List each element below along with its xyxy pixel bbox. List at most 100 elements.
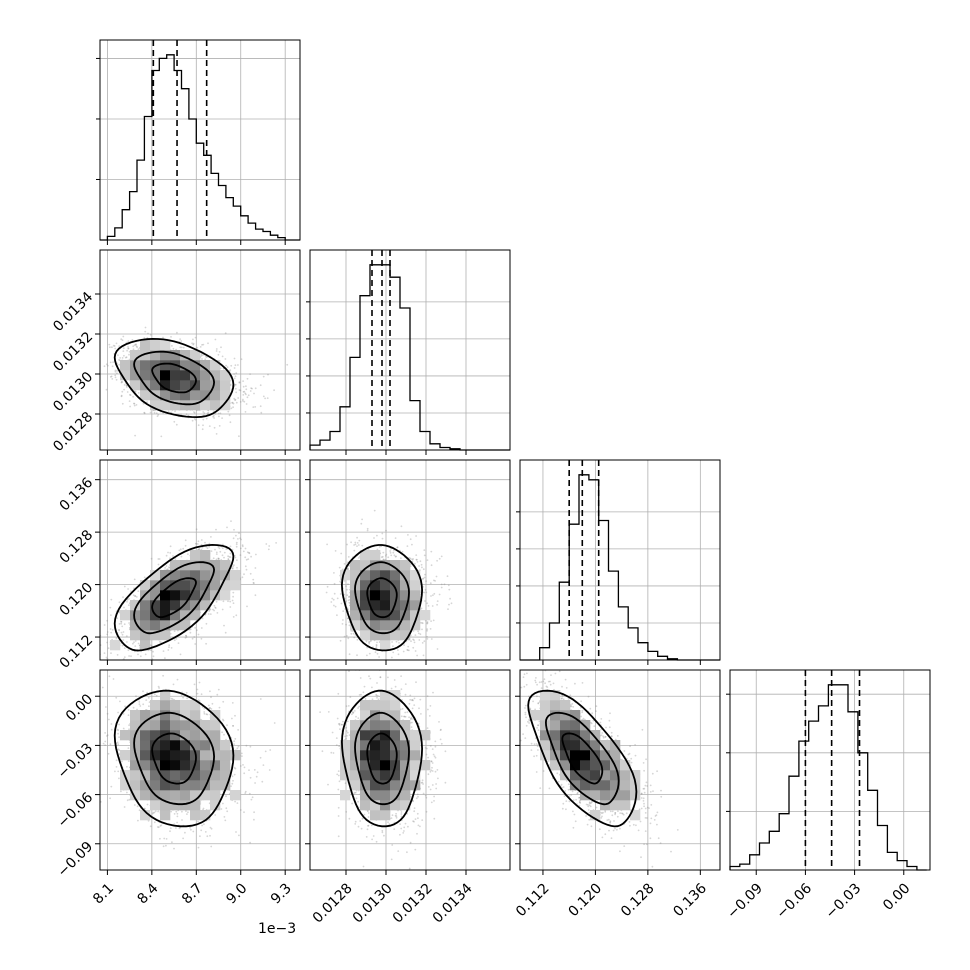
panel-2-0-point bbox=[252, 578, 255, 581]
panel-1-0-point bbox=[116, 369, 118, 372]
panel-1-0-point bbox=[105, 388, 108, 391]
panel-1-0-point bbox=[235, 372, 238, 375]
panel-1-0-point bbox=[218, 351, 221, 353]
panel-1-0-density-cell bbox=[200, 390, 211, 401]
panel-1-0-point bbox=[123, 354, 125, 357]
panel-2-0-point bbox=[96, 639, 98, 641]
panel-2-0-point bbox=[123, 585, 126, 588]
panel-1-0-point bbox=[109, 376, 112, 378]
panel-2-0-point bbox=[126, 641, 128, 643]
panel-1-0-point bbox=[122, 350, 125, 352]
panel-2-0-point bbox=[96, 638, 98, 640]
panel-1-0-point bbox=[191, 342, 194, 345]
panel-1-0-point bbox=[192, 338, 194, 341]
panel-2-0-point bbox=[250, 555, 253, 558]
panel-2-0 bbox=[96, 459, 301, 677]
panel-1-0-point bbox=[112, 344, 115, 347]
panel-1-0-point bbox=[129, 405, 132, 408]
panel-1-0-density-cell bbox=[140, 360, 151, 371]
panel-1-0-density-cell bbox=[180, 370, 191, 381]
panel-1-0-point bbox=[193, 417, 196, 420]
panel-2-0-point bbox=[167, 649, 170, 651]
panel-1-0-point bbox=[226, 366, 229, 369]
panel-2-0-point bbox=[241, 576, 244, 579]
panel-1-0-point bbox=[123, 388, 125, 391]
panel-1-0-point bbox=[157, 413, 160, 416]
panel-1-0-density-cell bbox=[160, 390, 171, 401]
hist-3-steps bbox=[729, 684, 927, 871]
panel-1-0-point bbox=[204, 358, 207, 361]
panel-1-0-density-cell bbox=[150, 400, 161, 411]
panel-2-0-point bbox=[127, 649, 130, 652]
panel-1-0-density-cell bbox=[180, 350, 191, 361]
panel-1-0-point bbox=[242, 394, 245, 396]
panel-1-0-point bbox=[125, 386, 128, 388]
panel-1-0-point bbox=[149, 333, 152, 336]
panel-1-0-density-cell bbox=[160, 340, 171, 351]
panel-2-0-point bbox=[170, 647, 173, 649]
panel-1-0-point bbox=[128, 400, 131, 402]
panel-1-0-density-cell bbox=[120, 360, 131, 371]
panel-1-0-point bbox=[193, 412, 196, 414]
panel-1-0-point bbox=[94, 355, 96, 357]
panel-1-0-point bbox=[234, 387, 237, 390]
panel-1-0-density-cell bbox=[190, 350, 201, 361]
panel-1-0-density-cell bbox=[160, 360, 171, 371]
panel-2-0-point bbox=[200, 539, 203, 541]
panel-1-0-point bbox=[237, 397, 240, 399]
panel-1-0-point bbox=[172, 347, 175, 350]
panel-2-0-point bbox=[207, 613, 210, 615]
panel-2-0-point bbox=[205, 622, 208, 625]
panel-2-0-point bbox=[231, 567, 234, 570]
panel-2-0-point bbox=[229, 600, 232, 603]
panel-1-0-point bbox=[111, 365, 114, 368]
hist-2-steps bbox=[520, 474, 720, 661]
panel-1-0-point bbox=[242, 400, 244, 402]
panel-1-0-point bbox=[114, 347, 117, 350]
panel-2-0-point bbox=[173, 639, 176, 642]
panel-2-0-point bbox=[113, 675, 115, 677]
panel-1-0-point bbox=[233, 377, 236, 380]
panel-1-0-point bbox=[219, 412, 222, 415]
panel-1-0-density-cell bbox=[220, 370, 231, 381]
panel-1-0-point bbox=[116, 372, 118, 375]
panel-2-0-point bbox=[152, 650, 154, 653]
panel-2-0-point bbox=[215, 528, 217, 531]
panel-1-0-point bbox=[213, 417, 216, 419]
panel-1-0-density-cell bbox=[180, 400, 191, 411]
panel-1-0 bbox=[94, 249, 301, 451]
panel-1-0-point bbox=[176, 331, 178, 334]
panel-1-0-point bbox=[127, 340, 130, 342]
panel-2-0-point bbox=[246, 605, 248, 608]
panel-2-0-point bbox=[133, 578, 136, 581]
panel-2-0-point bbox=[215, 600, 218, 603]
panel-2-0-point bbox=[112, 661, 114, 663]
panel-2-0-point bbox=[106, 633, 109, 636]
panel-1-0-point bbox=[160, 435, 163, 438]
panel-1-0-point bbox=[253, 392, 255, 395]
panel-1-0-point bbox=[98, 363, 100, 365]
panel-2-0-point bbox=[107, 647, 110, 650]
panel-2-0-point bbox=[115, 637, 118, 640]
hist-1-steps bbox=[309, 264, 510, 451]
panel-2-0-point bbox=[110, 598, 113, 601]
panel-1-0-point bbox=[193, 411, 195, 413]
panel-1-0-density-cell bbox=[140, 370, 151, 381]
panel-2-0-point bbox=[239, 547, 242, 550]
panel-2-0-point bbox=[103, 624, 106, 626]
panel-1-0-point bbox=[120, 395, 123, 398]
panel-1-0-point bbox=[200, 355, 203, 357]
panel-1-0-point bbox=[240, 358, 243, 361]
panel-1-0-point bbox=[202, 418, 205, 421]
panel-1-0-point bbox=[259, 405, 262, 408]
panel-1-0-density-cell bbox=[170, 400, 181, 411]
panel-2-0-point bbox=[128, 655, 131, 657]
panel-1-0-density-cell bbox=[220, 390, 231, 401]
panel-1-0-point bbox=[207, 342, 209, 345]
panel-2-0-point bbox=[138, 666, 140, 668]
panel-1-0-point bbox=[220, 346, 222, 349]
panel-1-0-density-cell bbox=[220, 400, 231, 411]
panel-1-0-point bbox=[125, 384, 128, 387]
panel-1-0-frame bbox=[99, 249, 301, 451]
panel-2-0-point bbox=[213, 604, 216, 607]
